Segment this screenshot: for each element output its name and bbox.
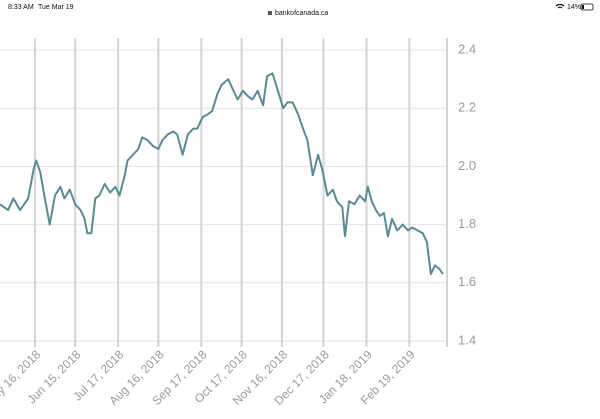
y-tick-label: 1.4	[458, 332, 476, 347]
y-tick-label: 2.2	[458, 100, 476, 115]
battery-percent: 14%	[567, 4, 581, 11]
y-tick-label: 1.8	[458, 216, 476, 231]
wifi-icon	[555, 3, 565, 9]
battery-icon	[580, 3, 594, 11]
battery-level	[582, 5, 584, 9]
status-date: Tue Mar 19	[38, 4, 74, 11]
url[interactable]: bankofcanada.ca	[275, 10, 328, 17]
y-tick-label: 2.0	[458, 158, 476, 173]
lock-icon	[268, 11, 272, 15]
status-time: 8:33 AM	[8, 4, 34, 11]
y-tick-label: 2.4	[458, 41, 476, 56]
data-line	[0, 72, 444, 276]
y-tick-label: 1.6	[458, 274, 476, 289]
